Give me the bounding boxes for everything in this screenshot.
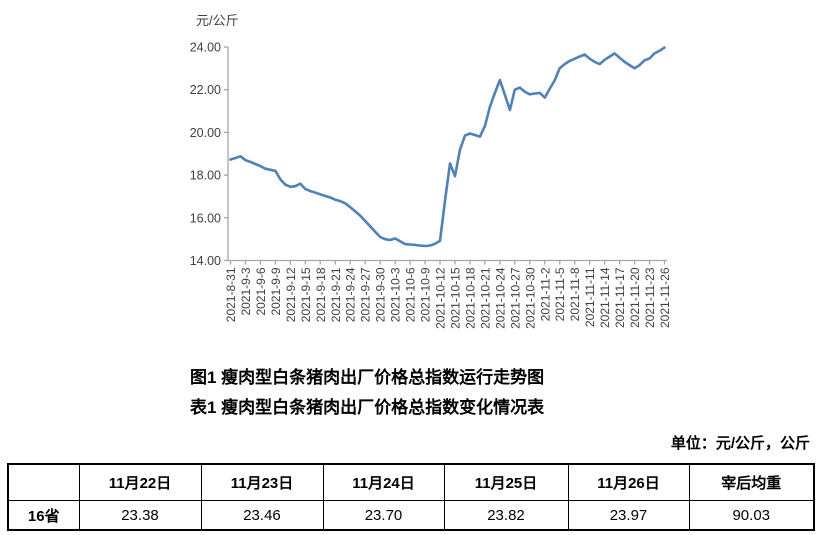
x-tick-label: 2021-11-17 <box>613 267 627 328</box>
x-tick-label: 2021-11-8 <box>568 267 582 321</box>
header-date-5: 11月26日 <box>567 463 690 501</box>
x-tick-label: 2021-10-30 <box>523 267 537 329</box>
x-tick-label: 2021-10-21 <box>478 267 492 329</box>
x-tick-label: 2021-8-31 <box>224 267 238 322</box>
header-date-1: 11月22日 <box>78 463 202 501</box>
x-tick-label: 2021-11-2 <box>538 267 552 321</box>
header-carcass-weight: 宰后均重 <box>688 463 815 501</box>
x-tick-label: 2021-10-24 <box>493 267 507 329</box>
y-tick-label: 18.00 <box>190 169 221 183</box>
x-tick-label: 2021-10-6 <box>404 267 418 322</box>
x-tick-label: 2021-11-20 <box>628 267 642 328</box>
x-tick-label: 2021-9-15 <box>299 267 313 322</box>
x-tick-label: 2021-11-5 <box>553 267 567 321</box>
y-tick-label: 22.00 <box>190 83 221 97</box>
price-index-series-line <box>229 46 666 248</box>
figure-title: 图1 瘦肉型白条猪肉出厂价格总指数运行走势图 <box>190 368 545 387</box>
x-tick-label: 2021-10-12 <box>434 267 448 329</box>
x-tick-label: 2021-9-12 <box>284 267 298 322</box>
value-cell-3: 23.70 <box>322 500 445 531</box>
x-tick-label: 2021-10-18 <box>463 267 477 329</box>
x-tick-label: 2021-10-15 <box>448 267 462 329</box>
table-row: 16省 23.38 23.46 23.70 23.82 23.97 90.03 <box>7 500 815 531</box>
table-title: 表1 瘦肉型白条猪肉出厂价格总指数变化情况表 <box>190 398 545 417</box>
header-date-2: 11月23日 <box>200 463 324 501</box>
row-label-16-provinces: 16省 <box>7 500 80 531</box>
x-tick-label: 2021-11-26 <box>658 267 672 328</box>
value-cell-weight: 90.03 <box>688 500 815 531</box>
table-header-row: 11月22日 11月23日 11月24日 11月25日 11月26日 宰后均重 <box>7 463 815 501</box>
x-tick-label: 2021-9-6 <box>254 267 268 315</box>
header-date-4: 11月25日 <box>443 463 569 501</box>
price-table: 11月22日 11月23日 11月24日 11月25日 11月26日 宰后均重 … <box>7 463 815 531</box>
x-tick-label: 2021-9-9 <box>269 267 283 315</box>
x-tick-label: 2021-10-9 <box>419 267 433 322</box>
x-tick-label: 2021-10-3 <box>389 267 403 322</box>
value-cell-4: 23.82 <box>443 500 569 531</box>
x-tick-label: 2021-9-3 <box>239 267 253 315</box>
x-tick-label: 2021-9-24 <box>344 267 358 322</box>
y-tick-label: 24.00 <box>190 41 221 55</box>
x-tick-label: 2021-9-21 <box>329 267 343 322</box>
value-cell-5: 23.97 <box>567 500 690 531</box>
x-tick-label: 2021-11-23 <box>643 267 657 328</box>
x-tick-label: 2021-9-18 <box>314 267 328 322</box>
header-blank-cell <box>7 463 80 501</box>
y-tick-label: 16.00 <box>190 211 221 225</box>
y-axis-unit-label: 元/公斤 <box>196 13 239 28</box>
y-tick-label: 14.00 <box>190 254 221 268</box>
x-tick-label: 2021-9-30 <box>374 267 388 322</box>
y-tick-label: 20.00 <box>190 126 221 140</box>
x-tick-label: 2021-9-27 <box>359 267 373 322</box>
value-cell-2: 23.46 <box>200 500 324 531</box>
x-tick-label: 2021-11-14 <box>598 267 612 328</box>
header-date-3: 11月24日 <box>322 463 445 501</box>
value-cell-1: 23.38 <box>78 500 202 531</box>
x-tick-label: 2021-10-27 <box>508 267 522 329</box>
x-tick-label: 2021-11-11 <box>583 267 597 327</box>
unit-note: 单位：元/公斤，公斤 <box>670 435 810 452</box>
